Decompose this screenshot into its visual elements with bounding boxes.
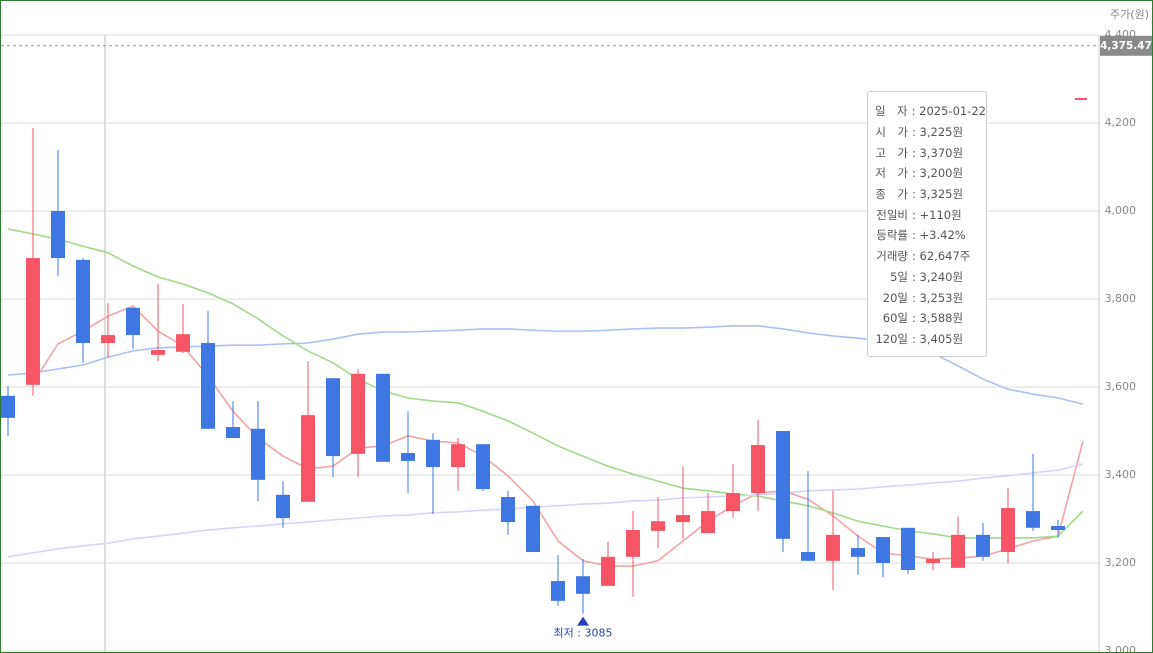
candle-body bbox=[76, 259, 90, 343]
candle-body bbox=[926, 559, 940, 563]
candle-body bbox=[951, 534, 965, 568]
candle-body bbox=[851, 548, 865, 557]
candle-body bbox=[401, 453, 415, 461]
tooltip-row: 등락률 : +3.42% bbox=[868, 225, 986, 246]
tooltip-value: : 3,325원 bbox=[912, 187, 964, 202]
tooltip-row: 거래량 : 62,647주 bbox=[868, 246, 986, 267]
candle-body bbox=[1001, 508, 1015, 552]
tooltip-row: 20일 : 3,253원 bbox=[868, 287, 986, 308]
candle-body bbox=[901, 527, 915, 571]
candle-body bbox=[126, 307, 140, 336]
tooltip-value: : 62,647주 bbox=[912, 249, 971, 264]
tooltip-label: 120일 bbox=[875, 331, 908, 346]
candle-body bbox=[101, 335, 115, 343]
tooltip-label: 등락률 bbox=[876, 228, 908, 243]
candle-body bbox=[751, 445, 765, 494]
tooltip-label: 저 가 bbox=[875, 166, 908, 181]
tooltip-label: 일 자 bbox=[874, 104, 908, 119]
tooltip-label: 시 가 bbox=[875, 125, 908, 140]
tooltip-label: 전일비 bbox=[876, 207, 908, 222]
tooltip-value: : 3,588원 bbox=[912, 311, 964, 326]
tooltip-value: : 3,370원 bbox=[912, 145, 964, 160]
candle-body bbox=[151, 350, 165, 355]
candle-body bbox=[701, 511, 715, 534]
candle-body bbox=[651, 521, 665, 531]
tooltip-row: 시 가 : 3,225원 bbox=[868, 122, 986, 143]
tooltip-value: : 3,240원 bbox=[912, 269, 964, 284]
tooltip-value: : +3.42% bbox=[912, 228, 966, 243]
candle-body bbox=[426, 439, 440, 468]
tooltip-row: 60일 : 3,588원 bbox=[868, 308, 986, 329]
tooltip-label: 고 가 bbox=[875, 145, 908, 160]
tooltip-row: 종 가 : 3,325원 bbox=[868, 184, 986, 205]
candle-body bbox=[551, 581, 565, 601]
candle-body bbox=[326, 378, 340, 457]
reference-label-bg bbox=[1100, 35, 1152, 56]
y-tick-label: 3,000 bbox=[1105, 644, 1137, 652]
y-tick-label: 4,000 bbox=[1105, 204, 1137, 217]
tooltip-label: 종 가 bbox=[875, 187, 908, 202]
candle-body bbox=[601, 556, 615, 586]
candle-body bbox=[826, 534, 840, 561]
candle-body bbox=[501, 497, 515, 523]
tooltip-row: 전일비 : +110원 bbox=[868, 204, 986, 225]
candle-body bbox=[276, 494, 290, 519]
candle-body bbox=[451, 444, 465, 468]
tooltip-value: : 3,405원 bbox=[912, 331, 964, 346]
low-annotation: 최저 : 3085 bbox=[554, 627, 613, 640]
candle-body bbox=[351, 373, 365, 454]
tooltip-row: 120일 : 3,405원 bbox=[868, 329, 986, 350]
candle-body bbox=[51, 211, 65, 259]
tooltip-value: : 2025-01-22 bbox=[911, 104, 986, 119]
candle-body bbox=[476, 444, 490, 490]
tooltip-label: 5일 bbox=[890, 269, 908, 284]
candle-body bbox=[301, 415, 315, 502]
tooltip-row: 고 가 : 3,370원 bbox=[868, 142, 986, 163]
ma-line bbox=[7, 463, 1084, 558]
tooltip-value: : 3,253원 bbox=[912, 290, 964, 305]
candle-body bbox=[776, 431, 790, 539]
tooltip-value: : +110원 bbox=[912, 207, 962, 222]
y-tick-label: 4,200 bbox=[1105, 116, 1137, 129]
tooltip-row: 저 가 : 3,200원 bbox=[868, 163, 986, 184]
reference-label: 4,375.47 bbox=[1100, 40, 1152, 52]
tooltip-value: : 3,225원 bbox=[912, 125, 964, 140]
candle-body bbox=[1051, 526, 1065, 530]
y-tick-label: 3,200 bbox=[1105, 556, 1137, 569]
candle-body bbox=[251, 428, 265, 480]
candle-body bbox=[1026, 511, 1040, 528]
tooltip-value: : 3,200원 bbox=[912, 166, 964, 181]
candle-body bbox=[26, 258, 40, 385]
y-axis-label: 주가(원) bbox=[1110, 8, 1149, 21]
tooltip-row: 5일 : 3,240원 bbox=[868, 267, 986, 288]
candle-body bbox=[226, 427, 240, 439]
candle-body bbox=[1, 395, 15, 418]
y-tick-label: 3,400 bbox=[1105, 468, 1137, 481]
candle-body bbox=[376, 373, 390, 462]
tooltip-label: 20일 bbox=[882, 290, 908, 305]
candle-body bbox=[976, 534, 990, 557]
tooltip: 일 자: 2025-01-22 시 가: 3,225원 고 가: 3,370원 저 가… bbox=[867, 91, 987, 357]
tooltip-label: 60일 bbox=[882, 311, 908, 326]
tooltip-label: 거래량 bbox=[876, 249, 908, 264]
y-tick-label: 3,600 bbox=[1105, 380, 1137, 393]
candle-body bbox=[176, 334, 190, 352]
candle-body bbox=[876, 537, 890, 563]
candle-body bbox=[576, 576, 590, 594]
low-marker bbox=[577, 616, 589, 626]
candle-body bbox=[801, 552, 815, 561]
candle-body bbox=[726, 493, 740, 512]
candle-body bbox=[526, 505, 540, 552]
y-tick-label: 3,800 bbox=[1105, 292, 1137, 305]
candle-body bbox=[676, 515, 690, 523]
candle-body bbox=[626, 530, 640, 557]
candle-body bbox=[201, 343, 215, 429]
tooltip-row: 일 자: 2025-01-22 bbox=[868, 101, 986, 122]
